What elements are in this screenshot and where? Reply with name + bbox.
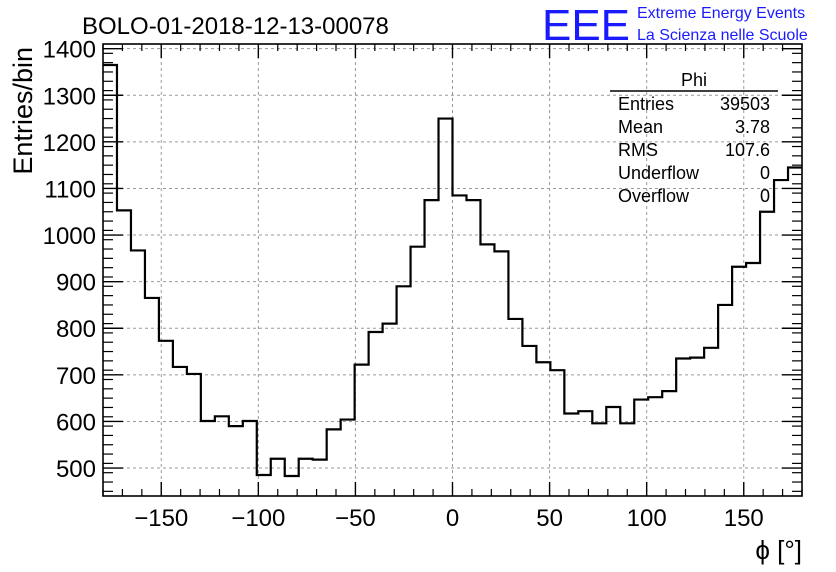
stats-label: Underflow (618, 163, 700, 183)
stats-label: Entries (618, 94, 674, 114)
stats-value: 0 (760, 186, 770, 206)
y-axis-label: Entries/bin (8, 47, 38, 175)
y-tick-label: 500 (56, 456, 96, 483)
y-tick-label: 1200 (43, 130, 96, 157)
y-tick-label: 800 (56, 316, 96, 343)
grid-lines (103, 44, 802, 496)
y-tick-label: 600 (56, 409, 96, 436)
stats-title: Phi (681, 70, 707, 90)
y-tick-label: 1000 (43, 223, 96, 250)
tick-labels: −150 −100 −50 0 50 100 150 500 600 700 800 900 1000 1… (43, 37, 764, 532)
x-tick-label: 0 (446, 505, 459, 532)
stats-value: 107.6 (725, 140, 770, 160)
x-axis-label: ϕ [°] (755, 535, 802, 565)
stats-label: Mean (618, 117, 663, 137)
x-tick-label: 50 (536, 505, 563, 532)
x-tick-label: 150 (724, 505, 764, 532)
x-tick-label: 100 (627, 505, 667, 532)
x-tick-label: −50 (335, 505, 376, 532)
histogram-line (103, 63, 802, 478)
y-tick-label: 1100 (44, 176, 96, 203)
brand-logo: EEE (542, 1, 630, 50)
stats-value: 3.78 (735, 117, 770, 137)
brand-line1: Extreme Energy Events (637, 5, 805, 22)
y-tick-label: 700 (56, 363, 96, 390)
x-tick-label: −150 (134, 505, 188, 532)
y-tick-label: 900 (56, 270, 96, 297)
axis-ticks (102, 44, 803, 496)
stats-box: Phi Entries 39503 Mean 3.78 RMS 107.6 Underflo… (610, 70, 778, 206)
x-tick-label: −100 (231, 505, 285, 532)
stats-label: RMS (618, 140, 658, 160)
y-tick-label: 1300 (43, 83, 96, 110)
brand-line2: La Scienza nelle Scuole (637, 27, 808, 44)
chart-title: BOLO-01-2018-12-13-00078 (82, 13, 389, 40)
y-tick-label: 1400 (43, 37, 96, 64)
stats-label: Overflow (618, 186, 690, 206)
stats-value: 39503 (720, 94, 770, 114)
stats-value: 0 (760, 163, 770, 183)
